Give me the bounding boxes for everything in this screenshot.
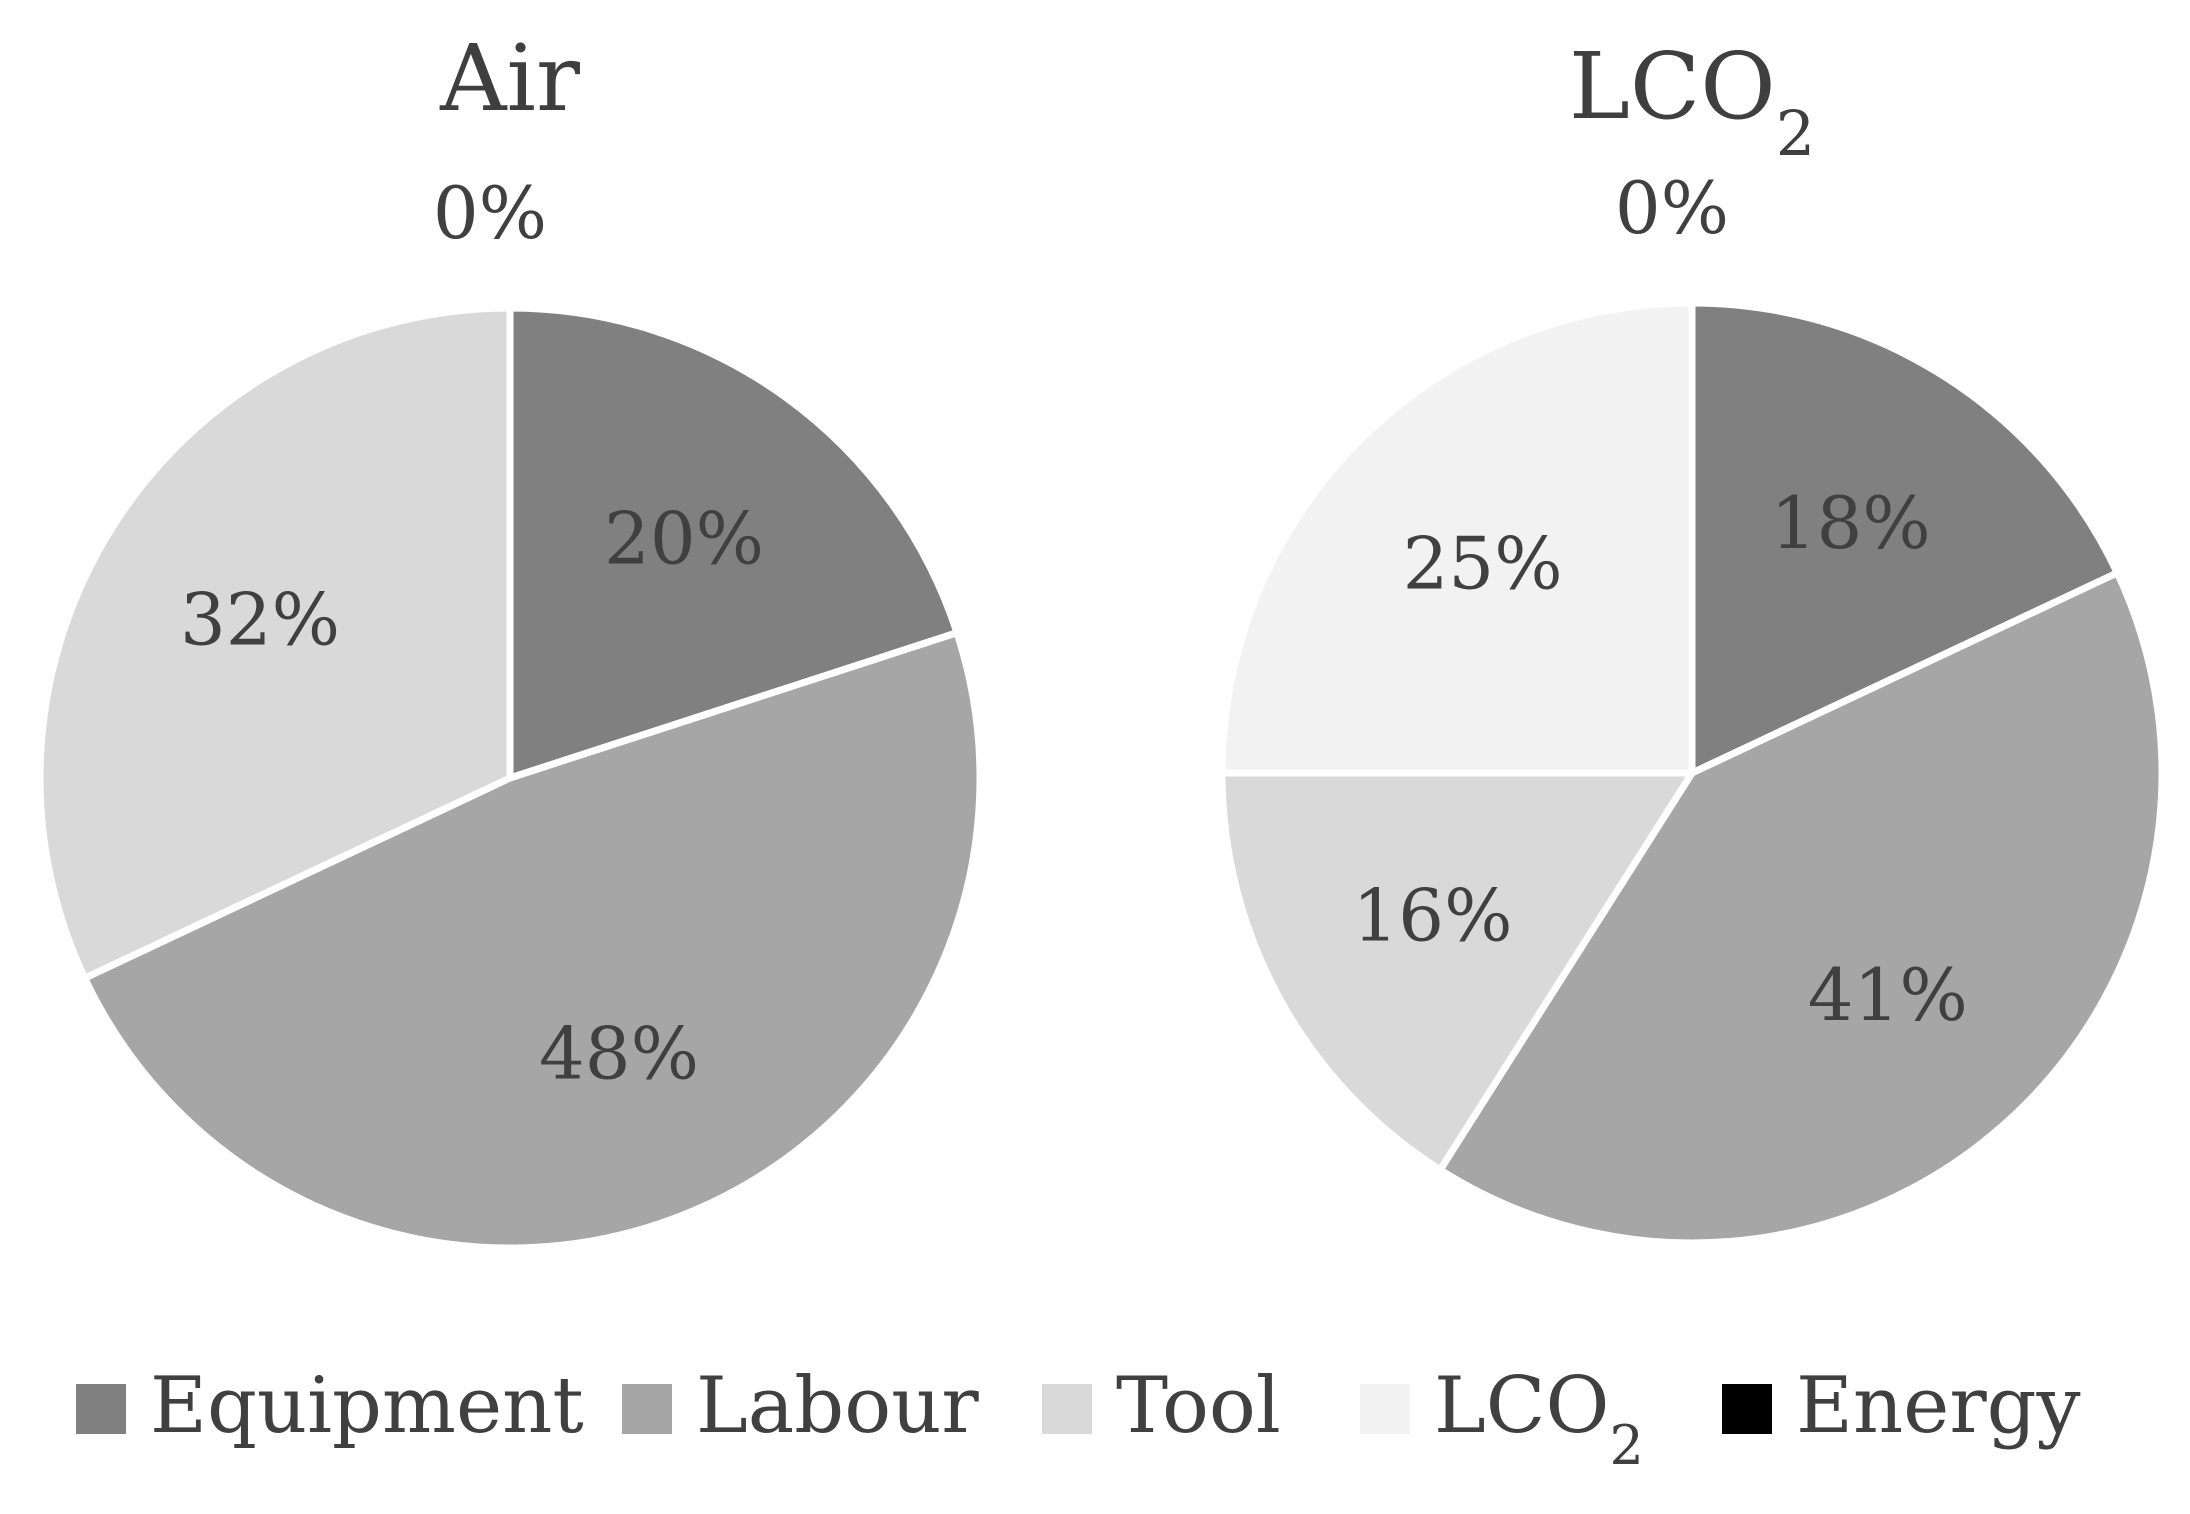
pie-slice-lco2-lco2	[1218, 299, 1696, 777]
chart-legend: Equipment Labour Tool LCO2 Energy	[76, 1361, 2081, 1477]
legend-swatch-labour	[622, 1384, 672, 1434]
pie-slice-lco2-tool	[1218, 769, 1696, 1174]
pie-slice-air-labour	[81, 629, 984, 1252]
pie-slice-lco2-labour	[1436, 569, 2166, 1247]
data-label-air-energy: 0%	[433, 171, 547, 255]
data-label-air-labour: 48%	[539, 1011, 699, 1095]
pie-slice-lco2-equipment	[1688, 299, 2121, 777]
legend-swatch-lco2	[1360, 1384, 1410, 1434]
data-label-lco2-labour: 41%	[1808, 953, 1968, 1037]
legend-swatch-energy	[1722, 1384, 1772, 1434]
pie-slice-air-tool	[36, 304, 514, 982]
legend-label-tool: Tool	[1116, 1361, 1281, 1451]
legend-label-labour: Labour	[696, 1361, 979, 1451]
data-label-lco2-lco2: 25%	[1403, 522, 1563, 606]
chart-title-air: Air	[439, 25, 580, 132]
legend-swatch-tool	[1042, 1384, 1092, 1434]
legend-swatch-equipment	[76, 1384, 126, 1434]
lco2-pie-chart: LCO2 18% 41% 16% 25% 0%	[1218, 33, 2166, 1247]
data-label-air-equipment: 20%	[604, 496, 764, 580]
pie-slice-air-equipment	[506, 304, 961, 782]
data-label-lco2-equipment: 18%	[1771, 481, 1931, 565]
chart-title-lco2: LCO2	[1569, 33, 1815, 170]
data-label-lco2-energy: 0%	[1615, 166, 1729, 250]
legend-label-lco2: LCO2	[1434, 1361, 1644, 1477]
data-label-air-tool: 32%	[180, 577, 340, 661]
legend-label-energy: Energy	[1796, 1361, 2081, 1451]
data-label-lco2-tool: 16%	[1353, 874, 1513, 958]
air-pie-chart: Air 20% 48% 32% 0%	[36, 25, 984, 1252]
legend-label-equipment: Equipment	[150, 1361, 584, 1451]
